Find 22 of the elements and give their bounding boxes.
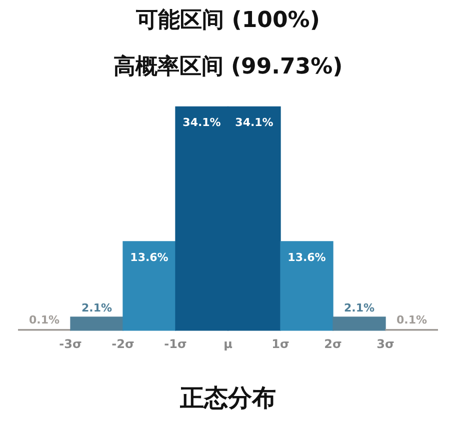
data-label: 34.1% bbox=[182, 116, 221, 130]
bar bbox=[280, 241, 334, 331]
text: -3σ bbox=[59, 336, 82, 351]
text: 2σ bbox=[324, 336, 342, 351]
x-axis-title: 正态分布 bbox=[179, 384, 276, 412]
text: 1σ bbox=[272, 336, 290, 351]
text: -2σ bbox=[112, 336, 134, 351]
data-label: 34.1% bbox=[235, 116, 274, 130]
text: 3σ bbox=[376, 336, 394, 351]
data-label: 13.6% bbox=[130, 250, 168, 264]
bar bbox=[122, 241, 176, 331]
text: μ bbox=[224, 336, 233, 351]
bar bbox=[332, 316, 386, 331]
bar bbox=[70, 316, 124, 331]
chart-title: 可能区间 (100%) bbox=[135, 8, 320, 33]
text: -1σ bbox=[164, 336, 187, 351]
data-label: 0.1% bbox=[396, 314, 428, 327]
data-label: 13.6% bbox=[288, 250, 326, 264]
data-label: 2.1% bbox=[81, 301, 112, 314]
chart-subtitle: 高概率区间 (99.73%) bbox=[113, 53, 343, 80]
data-label: 0.1% bbox=[28, 314, 60, 327]
data-label: 2.1% bbox=[344, 301, 375, 314]
